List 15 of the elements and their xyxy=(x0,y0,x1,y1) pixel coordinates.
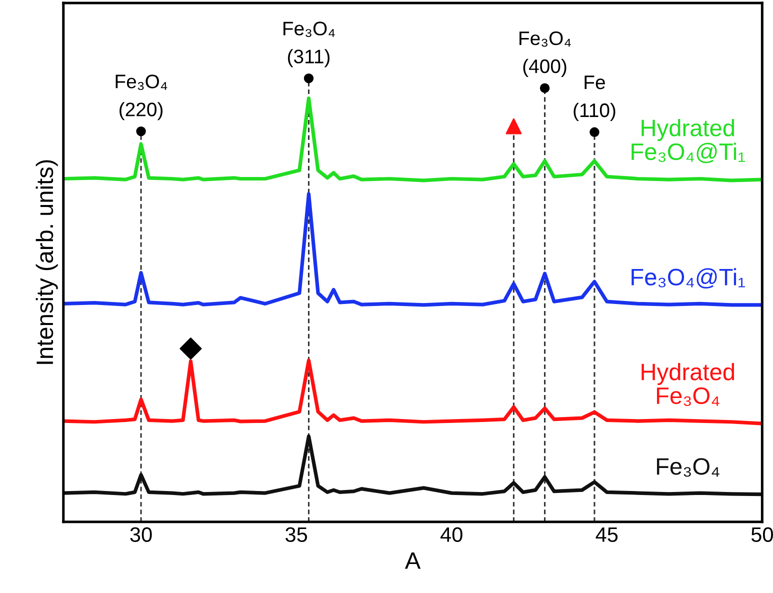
annotation: Fe₃O₄ (220) xyxy=(116,74,168,120)
series-label: Fe₃O₄@Ti₁ xyxy=(632,268,745,289)
x-tick-label: 40 xyxy=(440,527,462,542)
x-tick-label: 35 xyxy=(286,527,308,542)
annotation: Fe₃O₄ (311) xyxy=(284,22,335,68)
x-tick-label: 50 xyxy=(751,527,773,542)
x-axis-title: A xyxy=(404,552,421,569)
series-label: Hydrated Fe₃O₄ xyxy=(642,363,734,406)
x-tick-label: 45 xyxy=(596,527,618,542)
annotation: Fe₃O₄ (400) xyxy=(520,31,571,77)
annotation: Fe (110) xyxy=(574,76,616,122)
y-axis-title: Intensity (arb. units) xyxy=(36,160,58,364)
series-label: Fe₃O₄ xyxy=(656,458,720,477)
series-label: Hydrated Fe₃O₄@Ti₁ xyxy=(632,119,745,164)
x-tick-label: 30 xyxy=(130,527,152,542)
